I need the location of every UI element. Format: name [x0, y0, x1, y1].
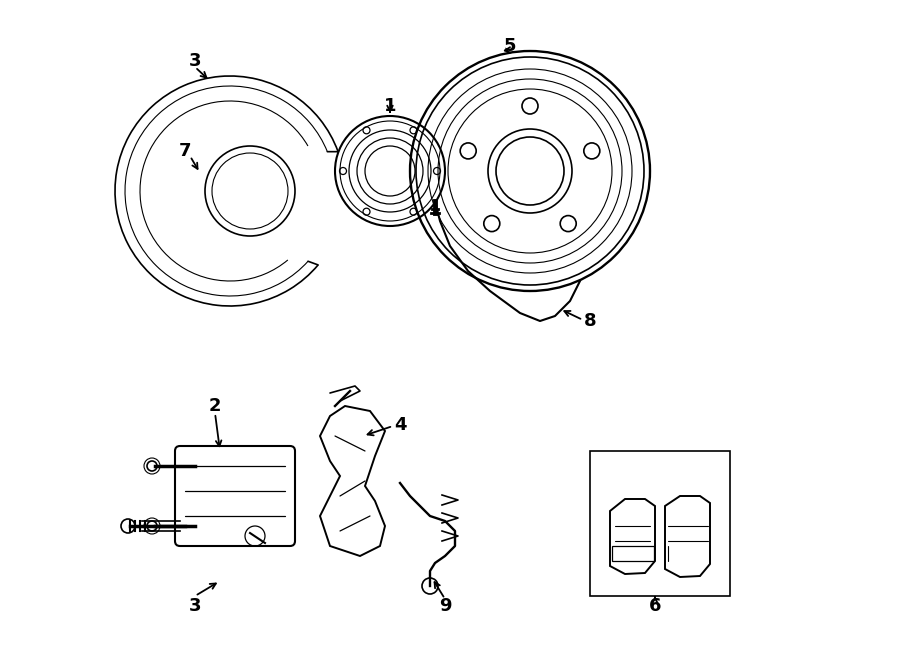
Text: 9: 9	[439, 597, 451, 615]
Text: 1: 1	[383, 97, 396, 115]
Text: 4: 4	[394, 416, 406, 434]
Text: 7: 7	[179, 142, 191, 160]
Text: 2: 2	[209, 397, 221, 415]
Text: 3: 3	[189, 597, 202, 615]
Circle shape	[205, 146, 295, 236]
Bar	[590, 451, 730, 596]
Text: 8: 8	[584, 312, 597, 330]
Text: 5: 5	[504, 37, 517, 55]
Text: 6: 6	[649, 597, 662, 615]
Text: 3: 3	[189, 52, 202, 70]
